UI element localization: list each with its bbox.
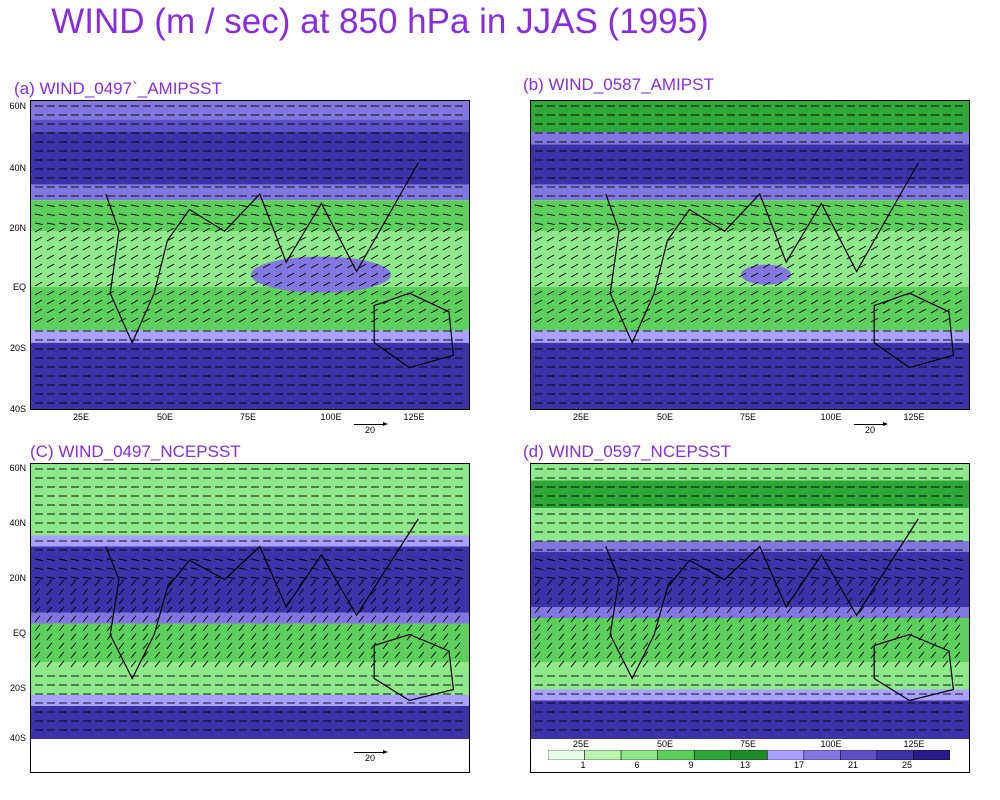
x-tick: 125E	[403, 412, 425, 422]
y-tick: 20S	[9, 683, 26, 693]
x-tick: 125E	[903, 739, 925, 749]
colorbar-label: 9	[688, 760, 694, 770]
y-tick: EQ	[12, 282, 26, 292]
y-tick: 20N	[9, 573, 26, 583]
wind-map-b	[531, 101, 969, 409]
wind-map-d	[531, 464, 969, 739]
wind-map-c	[31, 464, 469, 739]
y-tick: 20S	[9, 343, 26, 353]
y-tick: 40N	[9, 163, 26, 173]
ref-arrow-icon	[354, 422, 388, 426]
x-tick: 25E	[72, 412, 89, 422]
page-title: WIND (m / sec) at 850 hPa in JJAS (1995)	[51, 2, 709, 41]
colorbar-label: 1	[580, 760, 586, 770]
map-panel-c	[30, 463, 470, 773]
map-panel-b	[530, 100, 970, 410]
x-tick: 100E	[320, 412, 342, 422]
y-tick: 20N	[9, 223, 26, 233]
x-tick: 75E	[739, 412, 756, 422]
reference-vector-a: 20	[350, 422, 390, 435]
wind-map-a	[31, 101, 469, 409]
x-tick: 50E	[156, 412, 173, 422]
ref-vector-label: 20	[364, 425, 375, 435]
panel-b-title: (b) WIND_0587_AMIPST	[523, 75, 714, 94]
x-tick: 75E	[239, 412, 256, 422]
panel-d-title: (d) WIND_0597_NCEPSST	[523, 442, 731, 461]
y-tick: 40S	[9, 733, 26, 743]
y-tick: 40N	[9, 518, 26, 528]
ref-arrow-icon	[354, 750, 388, 754]
x-tick: 25E	[572, 412, 589, 422]
y-tick: 60N	[9, 101, 26, 111]
x-tick: 25E	[572, 739, 589, 749]
x-tick: 100E	[820, 739, 842, 749]
y-tick: EQ	[12, 628, 26, 638]
colorbar-label: 21	[847, 760, 858, 770]
panel-c-title: (C) WIND_0497_NCEPSST	[30, 442, 241, 461]
colorbar-label: 17	[793, 760, 804, 770]
y-tick: 40S	[9, 404, 26, 414]
y-tick: 60N	[9, 463, 26, 473]
x-tick: 100E	[820, 412, 842, 422]
map-panel-d	[530, 463, 970, 773]
x-tick: 50E	[656, 739, 673, 749]
colorbar-label: 13	[739, 760, 750, 770]
x-tick: 50E	[656, 412, 673, 422]
x-tick: 125E	[903, 412, 925, 422]
x-tick: 75E	[739, 739, 756, 749]
panel-a-title: (a) WIND_0497`_AMIPSST	[14, 79, 222, 98]
ref-vector-label: 20	[364, 753, 375, 763]
colorbar	[548, 750, 950, 760]
reference-vector-b: 20	[850, 422, 890, 435]
map-panel-a	[30, 100, 470, 410]
reference-vector-c: 20	[350, 750, 390, 763]
ref-arrow-icon	[854, 422, 888, 426]
ref-vector-label: 20	[864, 425, 875, 435]
colorbar-label: 6	[634, 760, 640, 770]
colorbar-label: 25	[901, 760, 912, 770]
